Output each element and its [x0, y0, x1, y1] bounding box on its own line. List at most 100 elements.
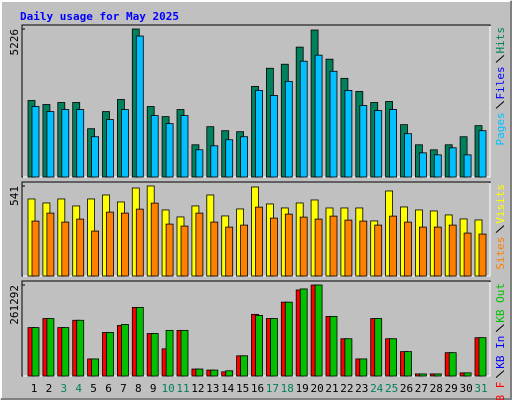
bar [180, 329, 189, 377]
bar [284, 301, 293, 377]
bar [418, 226, 427, 277]
legend-label: Pages [494, 112, 507, 145]
bar [344, 219, 353, 277]
x-tick-label: 2 [46, 382, 53, 395]
legend-label: KB F [494, 382, 507, 400]
bar [433, 226, 442, 277]
bar [344, 338, 353, 377]
bar [433, 154, 442, 178]
bar [404, 133, 412, 178]
bar [255, 90, 263, 178]
x-tick-label: 28 [430, 382, 443, 395]
bar [389, 215, 398, 277]
bar [121, 324, 129, 377]
bar [314, 54, 323, 178]
x-tick-label: 16 [251, 382, 264, 395]
x-tick-label: 6 [105, 382, 112, 395]
bar [150, 333, 159, 377]
bar [91, 358, 99, 377]
bar [121, 109, 129, 178]
legend-separator [495, 324, 505, 332]
bar [195, 149, 204, 178]
y-tick-label: 261292 [8, 285, 21, 325]
bar [269, 217, 278, 277]
x-tick-label: 27 [415, 382, 428, 395]
x-tick-label: 11 [176, 382, 189, 395]
bar [165, 329, 174, 377]
bar [240, 355, 249, 377]
x-tick-label: 23 [355, 382, 368, 395]
bar [31, 106, 40, 178]
x-tick-label: 14 [221, 382, 235, 395]
bar [448, 147, 457, 178]
bar [195, 212, 204, 277]
bar [240, 136, 249, 178]
x-tick-label: 19 [296, 382, 309, 395]
bar [150, 115, 159, 178]
x-tick-label: 7 [120, 382, 127, 395]
x-tick-label: 8 [135, 382, 142, 395]
bar [269, 95, 278, 178]
x-tick-label: 9 [150, 382, 157, 395]
x-tick-label: 22 [340, 382, 353, 395]
legend-label: Visits [494, 184, 507, 224]
legend-separator [495, 101, 505, 109]
bar [299, 60, 308, 178]
bar [478, 337, 487, 377]
bar [344, 90, 353, 178]
bar [299, 216, 308, 277]
legend-label: Hits [494, 27, 507, 54]
bar [76, 319, 85, 377]
bar [46, 212, 55, 277]
bar [463, 232, 472, 277]
bar [106, 211, 114, 277]
bar [448, 352, 457, 377]
bar [91, 136, 99, 178]
bar [314, 284, 323, 377]
bar [255, 206, 263, 277]
bar [299, 288, 308, 377]
x-tick-label: 30 [459, 382, 472, 395]
bar [329, 70, 338, 178]
x-tick-label: 10 [161, 382, 174, 395]
legend-separator [495, 55, 505, 63]
y-tick-label: 541 [8, 186, 21, 206]
bar [46, 111, 55, 178]
bar [76, 109, 85, 178]
bar [359, 105, 368, 178]
bar [374, 318, 383, 377]
bar [404, 221, 412, 277]
bar [374, 224, 383, 277]
bar [165, 123, 174, 178]
bar [418, 152, 427, 178]
bar [433, 373, 442, 377]
bar [165, 223, 174, 277]
bar [359, 220, 368, 277]
x-tick-label: 5 [90, 382, 97, 395]
legend-separator [495, 225, 505, 233]
bar [314, 218, 323, 277]
bar [359, 358, 368, 377]
legend-label: Files [494, 66, 507, 99]
bar [284, 213, 293, 277]
bar [225, 139, 234, 178]
bar [329, 215, 338, 277]
bar [255, 315, 263, 377]
bar [374, 110, 383, 178]
x-tick-label: 3 [60, 382, 67, 395]
bar [448, 224, 457, 277]
x-tick-label: 15 [236, 382, 249, 395]
bar [180, 225, 189, 277]
bar [135, 208, 144, 277]
chart-title: Daily usage for May 2025 [20, 10, 179, 23]
bar [463, 372, 472, 377]
bar [463, 154, 472, 178]
x-tick-label: 25 [385, 382, 398, 395]
x-tick-label: 18 [281, 382, 294, 395]
bar [91, 230, 99, 277]
x-tick-label: 13 [206, 382, 219, 395]
bar [269, 318, 278, 377]
bar [31, 327, 40, 377]
bar [61, 327, 70, 377]
legend-label: Sites [494, 237, 507, 270]
